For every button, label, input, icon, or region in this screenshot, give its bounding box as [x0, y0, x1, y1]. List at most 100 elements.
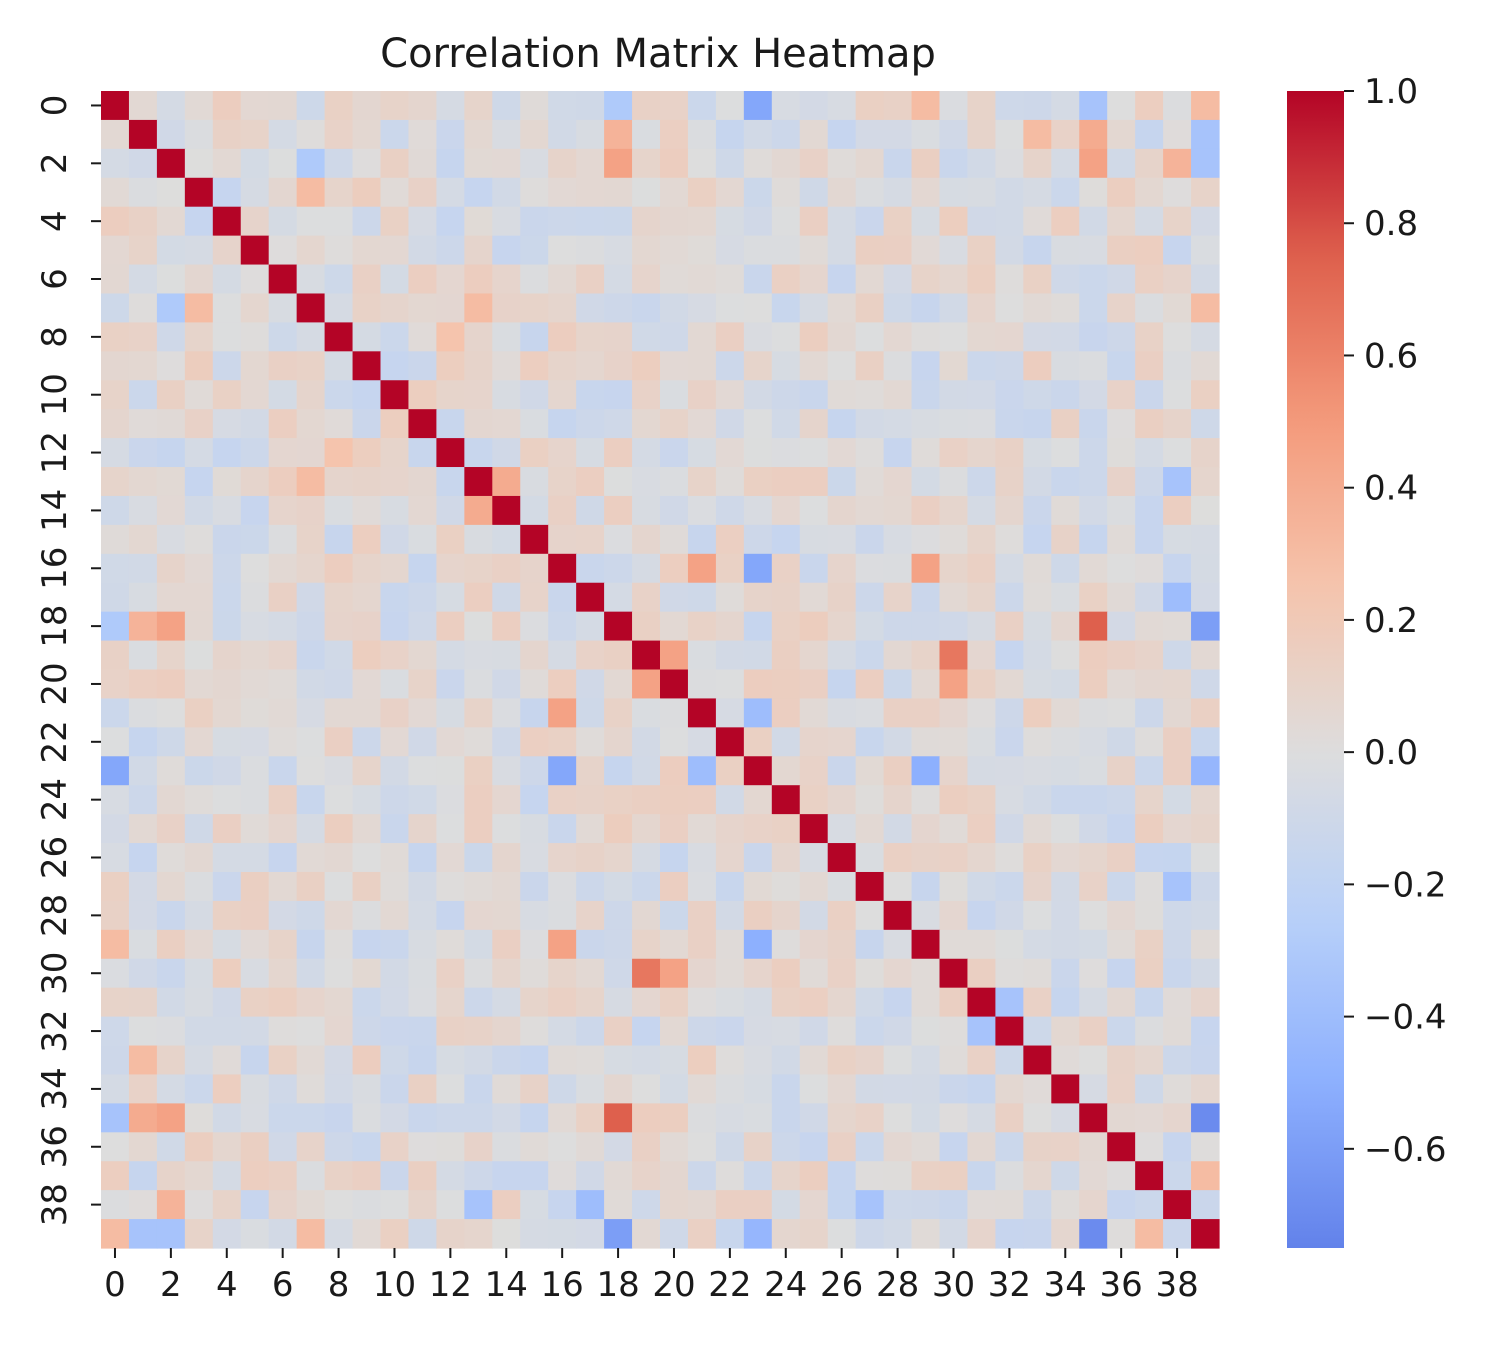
heatmap-cell-16-37 — [1135, 553, 1164, 584]
heatmap-cell-27-39 — [1191, 871, 1220, 902]
heatmap-cell-1-34 — [1051, 119, 1080, 150]
heatmap-cell-20-22 — [715, 669, 745, 700]
heatmap-cell-20-30 — [939, 669, 969, 700]
heatmap-cell-32-22 — [715, 1016, 745, 1047]
heatmap-cell-31-26 — [827, 987, 857, 1018]
heatmap-cell-21-18 — [604, 698, 633, 728]
heatmap-cell-37-8 — [324, 1161, 354, 1191]
heatmap-cell-19-32 — [995, 640, 1024, 671]
heatmap-cell-22-19 — [632, 727, 661, 757]
heatmap-cell-27-25 — [799, 871, 829, 902]
heatmap-cell-16-33 — [1023, 553, 1052, 584]
heatmap-cell-18-1 — [128, 611, 158, 642]
heatmap-cell-34-20 — [660, 1074, 689, 1104]
heatmap-cell-35-17 — [576, 1103, 605, 1133]
heatmap-cell-27-36 — [1107, 871, 1136, 902]
heatmap-cell-26-34 — [1051, 843, 1080, 873]
heatmap-cell-38-15 — [520, 1190, 549, 1220]
heatmap-cell-9-35 — [1079, 351, 1108, 381]
heatmap-cell-24-2 — [156, 785, 186, 815]
heatmap-cell-24-38 — [1163, 785, 1192, 815]
heatmap-cell-33-22 — [715, 1045, 745, 1076]
colorbar-tick-label-0: 1.0 — [1364, 72, 1418, 112]
heatmap-cell-26-30 — [939, 843, 969, 873]
heatmap-cell-17-39 — [1191, 582, 1220, 613]
heatmap-cell-1-13 — [464, 119, 493, 150]
heatmap-cell-32-7 — [296, 1016, 326, 1047]
heatmap-cell-13-32 — [995, 467, 1024, 497]
heatmap-cell-18-22 — [715, 611, 745, 642]
heatmap-cell-29-23 — [743, 929, 773, 960]
heatmap-cell-7-2 — [156, 293, 186, 324]
heatmap-cell-13-6 — [268, 467, 298, 497]
heatmap-cell-34-7 — [296, 1074, 326, 1104]
heatmap-cell-35-25 — [799, 1103, 829, 1133]
heatmap-cell-33-2 — [156, 1045, 186, 1076]
heatmap-cell-28-39 — [1191, 900, 1220, 931]
heatmap-cell-6-6 — [268, 264, 298, 295]
heatmap-cell-0-32 — [995, 91, 1024, 121]
y-tick-label-12: 12 — [35, 431, 75, 474]
heatmap-cell-0-33 — [1023, 91, 1052, 121]
heatmap-cell-35-23 — [743, 1103, 773, 1133]
heatmap-cell-38-0 — [101, 1190, 130, 1220]
heatmap-cell-20-18 — [604, 669, 633, 700]
heatmap-cell-3-9 — [352, 177, 382, 208]
heatmap-cell-15-34 — [1051, 524, 1080, 555]
heatmap-cell-7-22 — [715, 293, 745, 324]
heatmap-cell-8-16 — [548, 322, 577, 352]
heatmap-cell-36-29 — [911, 1132, 941, 1162]
heatmap-cell-37-25 — [799, 1161, 829, 1191]
heatmap-cell-32-9 — [352, 1016, 382, 1047]
heatmap-cell-27-12 — [436, 871, 465, 902]
heatmap-cell-17-10 — [380, 582, 410, 613]
heatmap-cell-32-25 — [799, 1016, 829, 1047]
heatmap-cell-9-11 — [408, 351, 437, 381]
heatmap-cell-22-23 — [743, 727, 773, 757]
heatmap-cell-21-4 — [212, 698, 242, 728]
heatmap-cell-23-22 — [715, 756, 745, 786]
heatmap-cell-13-18 — [604, 467, 633, 497]
heatmap-cell-31-30 — [939, 987, 969, 1018]
heatmap-cell-22-26 — [827, 727, 857, 757]
heatmap-cell-35-38 — [1163, 1103, 1192, 1133]
heatmap-cell-28-32 — [995, 900, 1024, 931]
heatmap-cell-7-6 — [268, 293, 298, 324]
heatmap-cell-2-13 — [464, 148, 493, 179]
heatmap-cell-35-6 — [268, 1103, 298, 1133]
heatmap-cell-5-37 — [1135, 235, 1164, 266]
heatmap-cell-5-8 — [324, 235, 354, 266]
heatmap-cell-23-10 — [380, 756, 410, 786]
heatmap-cell-8-27 — [855, 322, 885, 352]
heatmap-cell-1-1 — [128, 119, 158, 150]
heatmap-cell-38-35 — [1079, 1190, 1108, 1220]
heatmap-cell-17-18 — [604, 582, 633, 613]
heatmap-cell-20-25 — [799, 669, 829, 700]
heatmap-cell-36-1 — [128, 1132, 158, 1162]
heatmap-cell-16-26 — [827, 553, 857, 584]
heatmap-cell-10-8 — [324, 380, 354, 410]
heatmap-cell-7-28 — [883, 293, 913, 324]
heatmap-cell-8-15 — [520, 322, 549, 352]
heatmap-cell-9-7 — [296, 351, 326, 381]
heatmap-cell-9-25 — [799, 351, 829, 381]
heatmap-cell-35-19 — [632, 1103, 661, 1133]
heatmap-cell-32-6 — [268, 1016, 298, 1047]
heatmap-cell-19-29 — [911, 640, 941, 671]
heatmap-cell-15-28 — [883, 524, 913, 555]
heatmap-cell-7-4 — [212, 293, 242, 324]
heatmap-cell-13-7 — [296, 467, 326, 497]
heatmap-cell-19-37 — [1135, 640, 1164, 671]
heatmap-cell-5-25 — [799, 235, 829, 266]
heatmap-cell-3-18 — [604, 177, 633, 208]
heatmap-cell-17-33 — [1023, 582, 1052, 613]
heatmap-cell-29-22 — [715, 929, 745, 960]
heatmap-cell-7-21 — [687, 293, 717, 324]
heatmap-cell-15-1 — [128, 524, 158, 555]
heatmap-cell-9-32 — [995, 351, 1024, 381]
heatmap-cell-0-18 — [604, 91, 633, 121]
heatmap-cell-35-39 — [1191, 1103, 1220, 1133]
heatmap-cell-19-16 — [548, 640, 577, 671]
heatmap-cell-12-5 — [240, 438, 270, 468]
heatmap-cell-13-28 — [883, 467, 913, 497]
